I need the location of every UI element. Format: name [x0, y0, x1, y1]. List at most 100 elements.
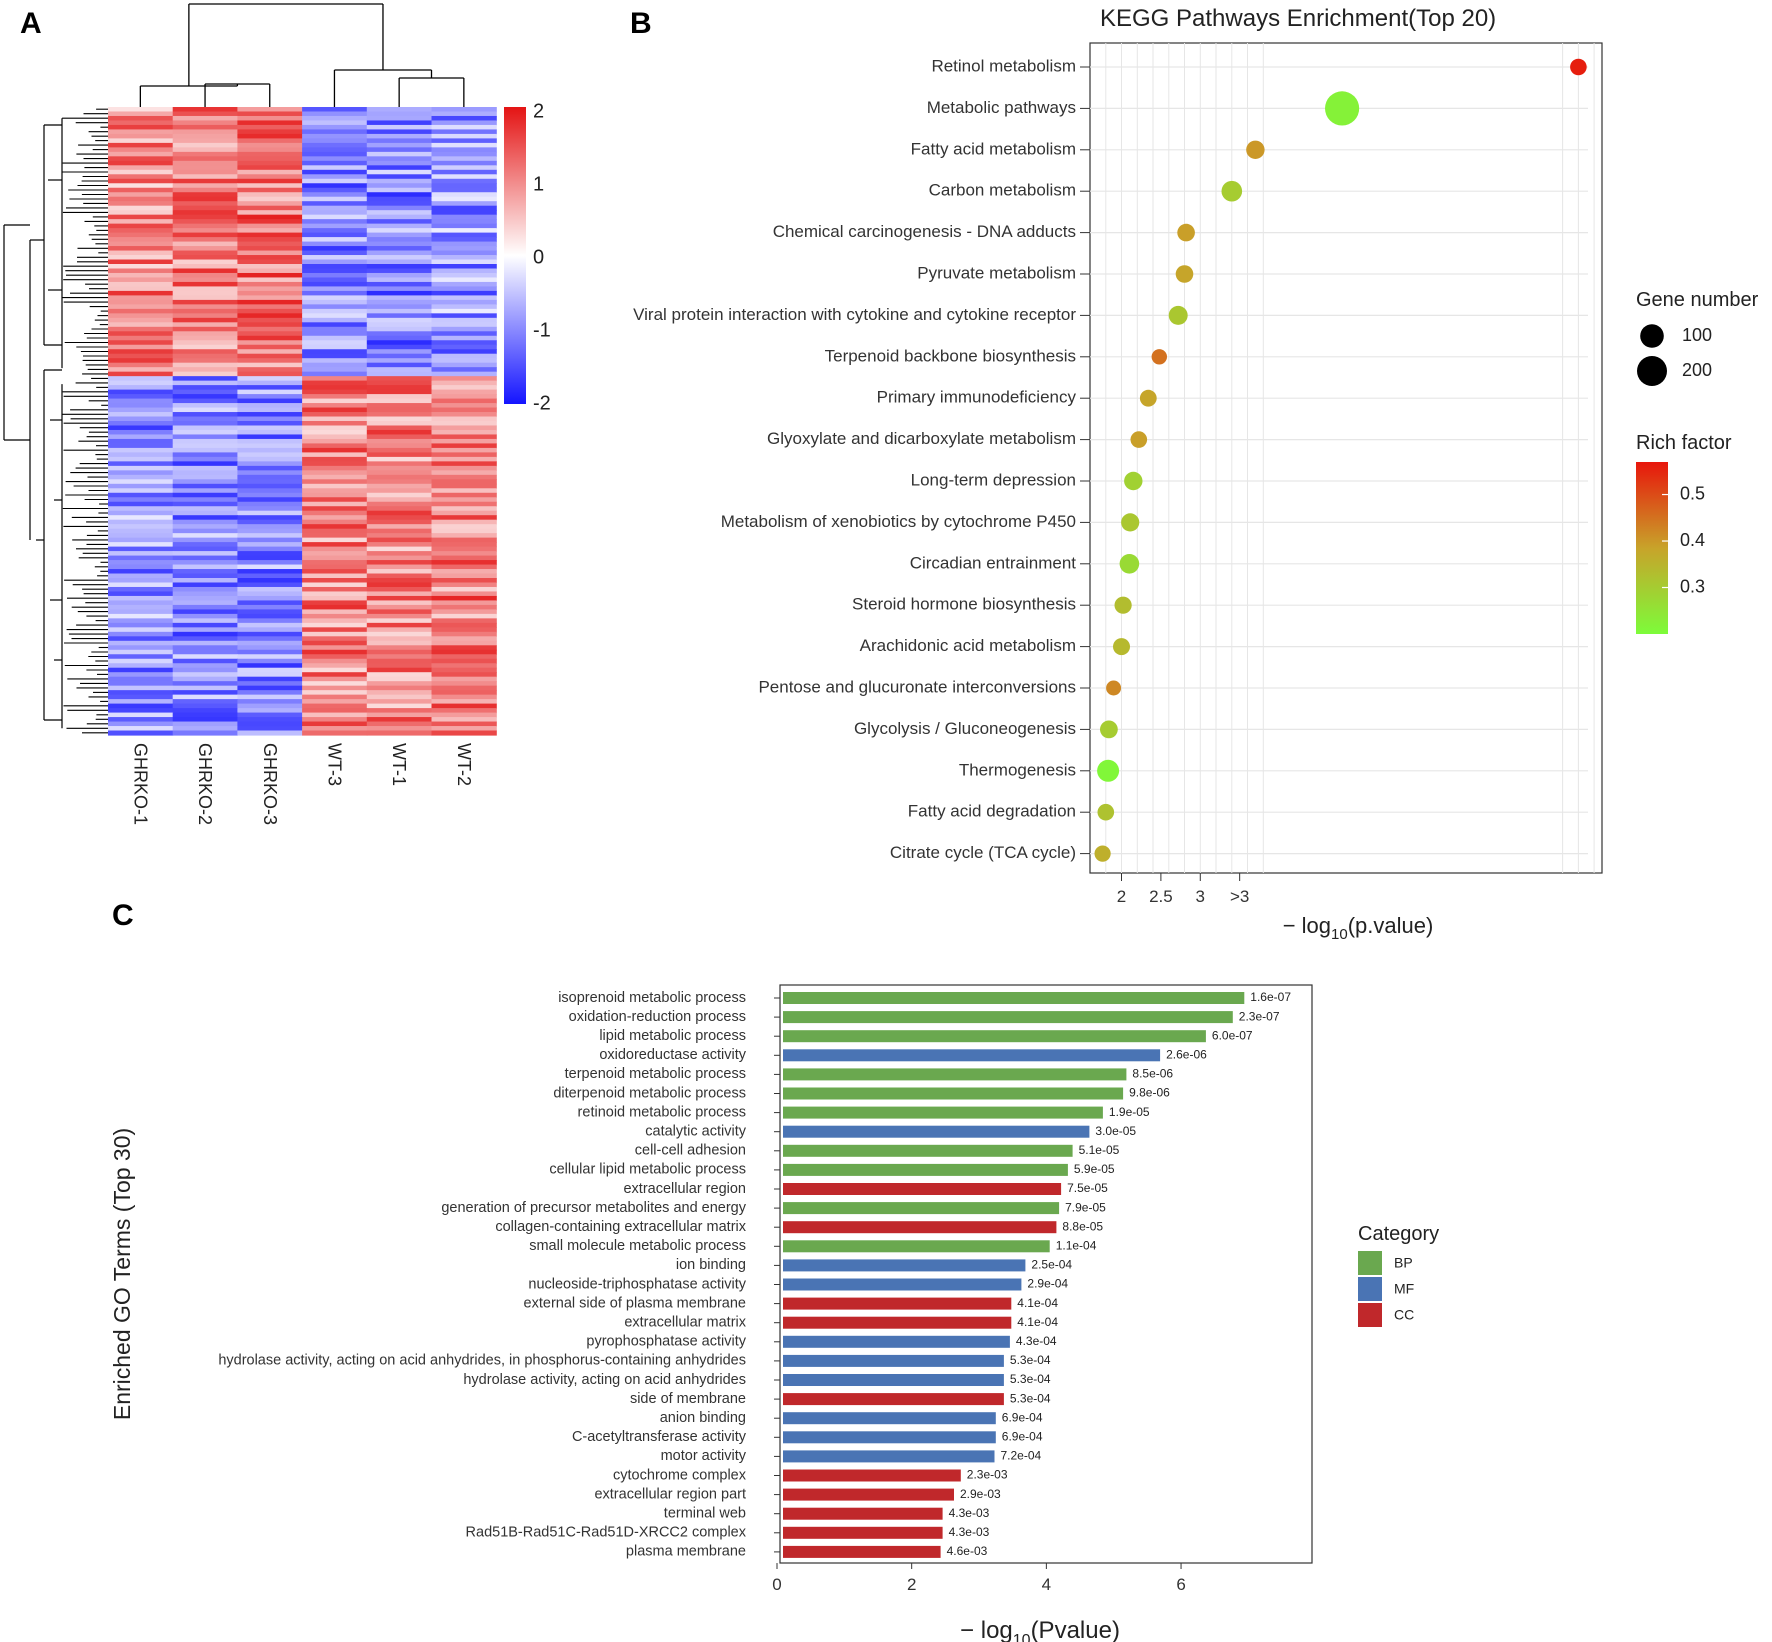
- heatmap-cell: [237, 519, 303, 525]
- heatmap-cell: [108, 488, 174, 494]
- heatmap-cell: [108, 537, 174, 543]
- rich-factor-tick-label: 0.5: [1680, 483, 1705, 503]
- heatmap-cell: [108, 573, 174, 579]
- heatmap-cell: [302, 717, 368, 723]
- heatmap-cell: [302, 120, 368, 126]
- heatmap-cell: [237, 443, 303, 449]
- kegg-pathway-label: Pyruvate metabolism: [917, 263, 1076, 282]
- heatmap-cell: [172, 335, 238, 341]
- heatmap-cell: [237, 528, 303, 534]
- go-value-label: 8.8e-05: [1062, 1219, 1103, 1233]
- heatmap-cell: [108, 264, 174, 270]
- heatmap-cell: [366, 560, 433, 566]
- heatmap-cell: [172, 281, 238, 288]
- heatmap-cell: [237, 591, 303, 597]
- heatmap-cell: [431, 111, 497, 117]
- heatmap-cell: [172, 528, 238, 534]
- heatmap-cell: [302, 654, 368, 660]
- rich-factor-ticks: 0.5 0.4 0.3: [1662, 483, 1705, 596]
- heatmap-cell: [431, 272, 497, 279]
- heatmap-cell: [237, 649, 303, 655]
- heatmap-cell: [237, 187, 303, 193]
- heatmap-cell: [302, 721, 368, 727]
- heatmap-cell: [431, 479, 497, 485]
- heatmap-cell: [302, 210, 368, 216]
- heatmap-cell: [237, 129, 303, 135]
- heatmap-column-label: WT-3: [324, 743, 344, 786]
- heatmap-cell: [108, 618, 174, 624]
- heatmap-column-label: GHRKO-2: [195, 743, 215, 825]
- heatmap-cell: [431, 201, 497, 207]
- heatmap-cell: [366, 600, 433, 606]
- heatmap-cell: [431, 331, 497, 337]
- heatmap-cell: [237, 183, 303, 189]
- heatmap-cell: [302, 636, 368, 642]
- heatmap-cell: [172, 672, 238, 678]
- heatmap-cell: [431, 515, 497, 521]
- heatmap-cell: [302, 331, 368, 337]
- heatmap-cell: [237, 196, 303, 202]
- heatmap-cell: [172, 201, 238, 207]
- heatmap-cell: [431, 138, 497, 144]
- colorbar-tick-label: -1: [533, 319, 551, 341]
- heatmap-cell: [237, 456, 303, 462]
- go-bar: [783, 1068, 1127, 1081]
- kegg-dot: [1246, 140, 1265, 159]
- heatmap-cell: [431, 196, 497, 202]
- category-legend-label: MF: [1394, 1281, 1414, 1297]
- heatmap-cell: [302, 353, 368, 359]
- heatmap-cell: [108, 178, 174, 184]
- heatmap-cell: [172, 385, 238, 391]
- heatmap-cell: [237, 246, 303, 252]
- heatmap-cell: [366, 133, 433, 139]
- heatmap-cell: [172, 349, 238, 355]
- go-term-label: extracellular matrix: [624, 1315, 746, 1331]
- heatmap-cell: [431, 281, 497, 288]
- heatmap-cell: [172, 187, 238, 193]
- heatmap-cell: [237, 654, 303, 660]
- heatmap-cell: [431, 685, 497, 691]
- heatmap-cell: [108, 726, 174, 732]
- heatmap-cell: [302, 519, 368, 525]
- go-value-label: 2.9e-03: [960, 1487, 1001, 1501]
- heatmap-cell: [431, 151, 497, 157]
- heatmap-cell: [237, 272, 303, 279]
- heatmap-cell: [366, 622, 433, 628]
- go-term-label: C-acetyltransferase activity: [572, 1429, 747, 1445]
- heatmap-cell: [302, 470, 368, 476]
- heatmap-cell: [431, 205, 497, 211]
- panel-label-b: B: [630, 7, 652, 40]
- go-term-label: hydrolase activity, acting on acid anhyd…: [218, 1353, 746, 1369]
- heatmap-cell: [237, 438, 303, 445]
- heatmap-cell: [237, 595, 303, 602]
- heatmap-cell: [108, 353, 174, 359]
- heatmap-cell: [366, 586, 433, 593]
- heatmap-cell: [302, 456, 368, 462]
- heatmap-cell: [108, 228, 174, 234]
- go-term-label: oxidoreductase activity: [599, 1047, 746, 1063]
- heatmap-cell: [237, 156, 303, 162]
- heatmap-cell: [431, 542, 497, 548]
- heatmap-cell: [431, 533, 497, 539]
- heatmap-cell: [366, 394, 433, 400]
- heatmap-cell: [366, 703, 433, 709]
- heatmap-cell: [302, 533, 368, 539]
- heatmap-cell: [302, 385, 368, 391]
- heatmap-cell: [366, 340, 433, 346]
- heatmap-cell: [172, 555, 238, 561]
- heatmap-cell: [431, 555, 497, 561]
- heatmap-cell: [237, 726, 303, 732]
- heatmap-cell: [302, 708, 368, 714]
- heatmap-cell: [108, 470, 174, 476]
- heatmap-cell: [237, 690, 303, 696]
- go-bar: [783, 1431, 996, 1444]
- go-value-labels: 1.6e-07 2.3e-07 6.0e-07 2.6e-06 8.5e-06 9.8e-…: [947, 990, 1292, 1558]
- heatmap-cell: [172, 107, 238, 113]
- heatmap-cell: [172, 367, 238, 373]
- heatmap-cell: [172, 344, 238, 350]
- heatmap-cell: [172, 645, 238, 651]
- heatmap-cell: [431, 178, 497, 184]
- heatmap-cell: [237, 640, 303, 646]
- go-value-label: 9.8e-06: [1129, 1086, 1170, 1100]
- heatmap-cell: [172, 394, 238, 400]
